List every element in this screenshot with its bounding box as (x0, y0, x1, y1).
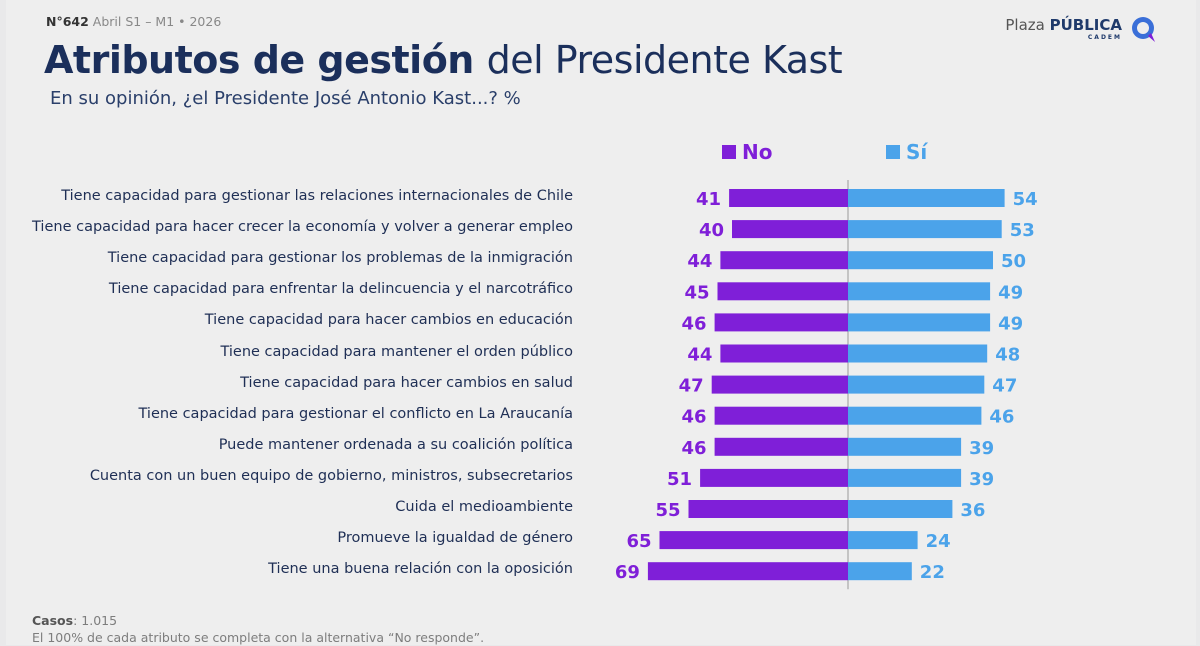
legend-no-label: No (742, 140, 773, 164)
bar-no (732, 220, 848, 239)
value-label-no: 55 (655, 500, 680, 521)
logo-bubble-icon (1132, 17, 1155, 42)
value-label-si: 22 (920, 562, 945, 583)
legend-no: No (722, 140, 772, 164)
category-label: Cuida el medioambiente (395, 499, 573, 515)
cases-value: : 1.015 (73, 613, 118, 628)
category-label: Tiene capacidad para hacer crecer la eco… (32, 219, 573, 236)
bar-no (729, 189, 848, 207)
category-label: Tiene capacidad para gestionar los probl… (107, 250, 573, 267)
bar-si (848, 562, 912, 581)
value-label-si: 50 (1001, 251, 1026, 272)
value-label-si: 53 (1010, 220, 1035, 241)
cases-label: Casos (32, 613, 74, 628)
value-label-no: 47 (679, 376, 704, 397)
footer-note: El 100% de cada atributo se completa con… (32, 630, 485, 645)
value-label-no: 41 (696, 189, 721, 210)
bar-si (848, 313, 991, 332)
legend-si-swatch (886, 145, 900, 159)
bar-no (714, 406, 848, 425)
value-label-no: 69 (615, 562, 640, 583)
category-label: Tiene capacidad para gestionar las relac… (61, 188, 573, 204)
bar-si (848, 531, 918, 550)
issue-number: N°642 (46, 14, 89, 29)
value-label-no: 46 (682, 313, 707, 334)
bar-no (720, 344, 848, 363)
value-label-si: 49 (998, 313, 1023, 334)
bar-si (848, 251, 993, 270)
category-label: Tiene capacidad para mantener el orden p… (220, 343, 573, 360)
bar-no (647, 562, 848, 581)
bar-no (688, 500, 848, 518)
value-label-si: 49 (998, 282, 1023, 303)
category-label: Tiene capacidad para hacer cambios en sa… (240, 374, 573, 391)
bar-no (717, 282, 848, 301)
page-subtitle: En su opinión, ¿el Presidente José Anton… (50, 88, 521, 109)
logo-brand-bold: PÚBLICA (1049, 15, 1122, 34)
value-label-si: 46 (989, 407, 1014, 428)
page-title: Atributos de gestión del Presidente Kast (44, 38, 843, 82)
bar-si (848, 375, 985, 394)
value-label-si: 48 (995, 345, 1020, 366)
logo-sub: CADEM (1087, 33, 1122, 41)
category-label: Puede mantener ordenada a su coalición p… (218, 436, 573, 453)
bar-si (848, 220, 1002, 239)
title-bold: Atributos de gestión (44, 38, 474, 82)
value-label-no: 44 (687, 251, 712, 272)
bar-no (714, 437, 848, 456)
value-label-si: 24 (926, 531, 951, 552)
footer: Casos: 1.015 El 100% de cada atributo se… (32, 612, 484, 646)
legend-no-swatch (722, 145, 736, 159)
bar-si (848, 282, 991, 301)
value-label-no: 44 (687, 345, 712, 366)
bar-no (720, 251, 848, 270)
issue-info: N°642 Abril S1 – M1 • 2026 (46, 14, 221, 29)
value-label-no: 46 (682, 407, 707, 428)
legend-si: Sí (886, 140, 927, 164)
value-label-si: 54 (1013, 189, 1038, 210)
bar-no (714, 313, 848, 332)
value-label-no: 65 (626, 531, 651, 552)
bar-no (711, 375, 848, 394)
category-label: Tiene capacidad para gestionar el confli… (138, 405, 574, 422)
bar-no (659, 531, 848, 550)
bar-si (848, 500, 953, 518)
value-label-no: 45 (684, 282, 709, 303)
category-label: Promueve la igualdad de género (337, 530, 573, 547)
value-label-no: 40 (699, 220, 724, 241)
category-label: Tiene capacidad para enfrentar la delinc… (108, 281, 573, 298)
bar-si (848, 344, 988, 363)
value-label-si: 39 (969, 438, 994, 459)
slide-frame (6, 0, 1196, 645)
bar-si (848, 406, 982, 425)
plaza-publica-logo: Plaza PÚBLICA CADEM (1005, 14, 1158, 44)
value-label-no: 46 (682, 438, 707, 459)
bar-no (700, 468, 848, 487)
value-label-si: 36 (960, 500, 985, 521)
bar-si (848, 437, 962, 456)
category-label: Cuenta con un buen equipo de gobierno, m… (89, 467, 573, 484)
value-label-si: 39 (969, 469, 994, 490)
value-label-no: 51 (667, 469, 692, 490)
logo-brand-light: Plaza (1005, 15, 1045, 34)
bar-si (848, 468, 962, 487)
issue-date: Abril S1 – M1 • 2026 (92, 14, 222, 29)
bar-si (848, 189, 1005, 207)
legend-si-label: Sí (906, 140, 928, 164)
value-label-si: 47 (992, 376, 1017, 397)
category-label: Tiene una buena relación con la oposició… (268, 561, 573, 578)
category-label: Tiene capacidad para hacer cambios en ed… (204, 312, 573, 329)
title-light: del Presidente Kast (486, 38, 843, 82)
